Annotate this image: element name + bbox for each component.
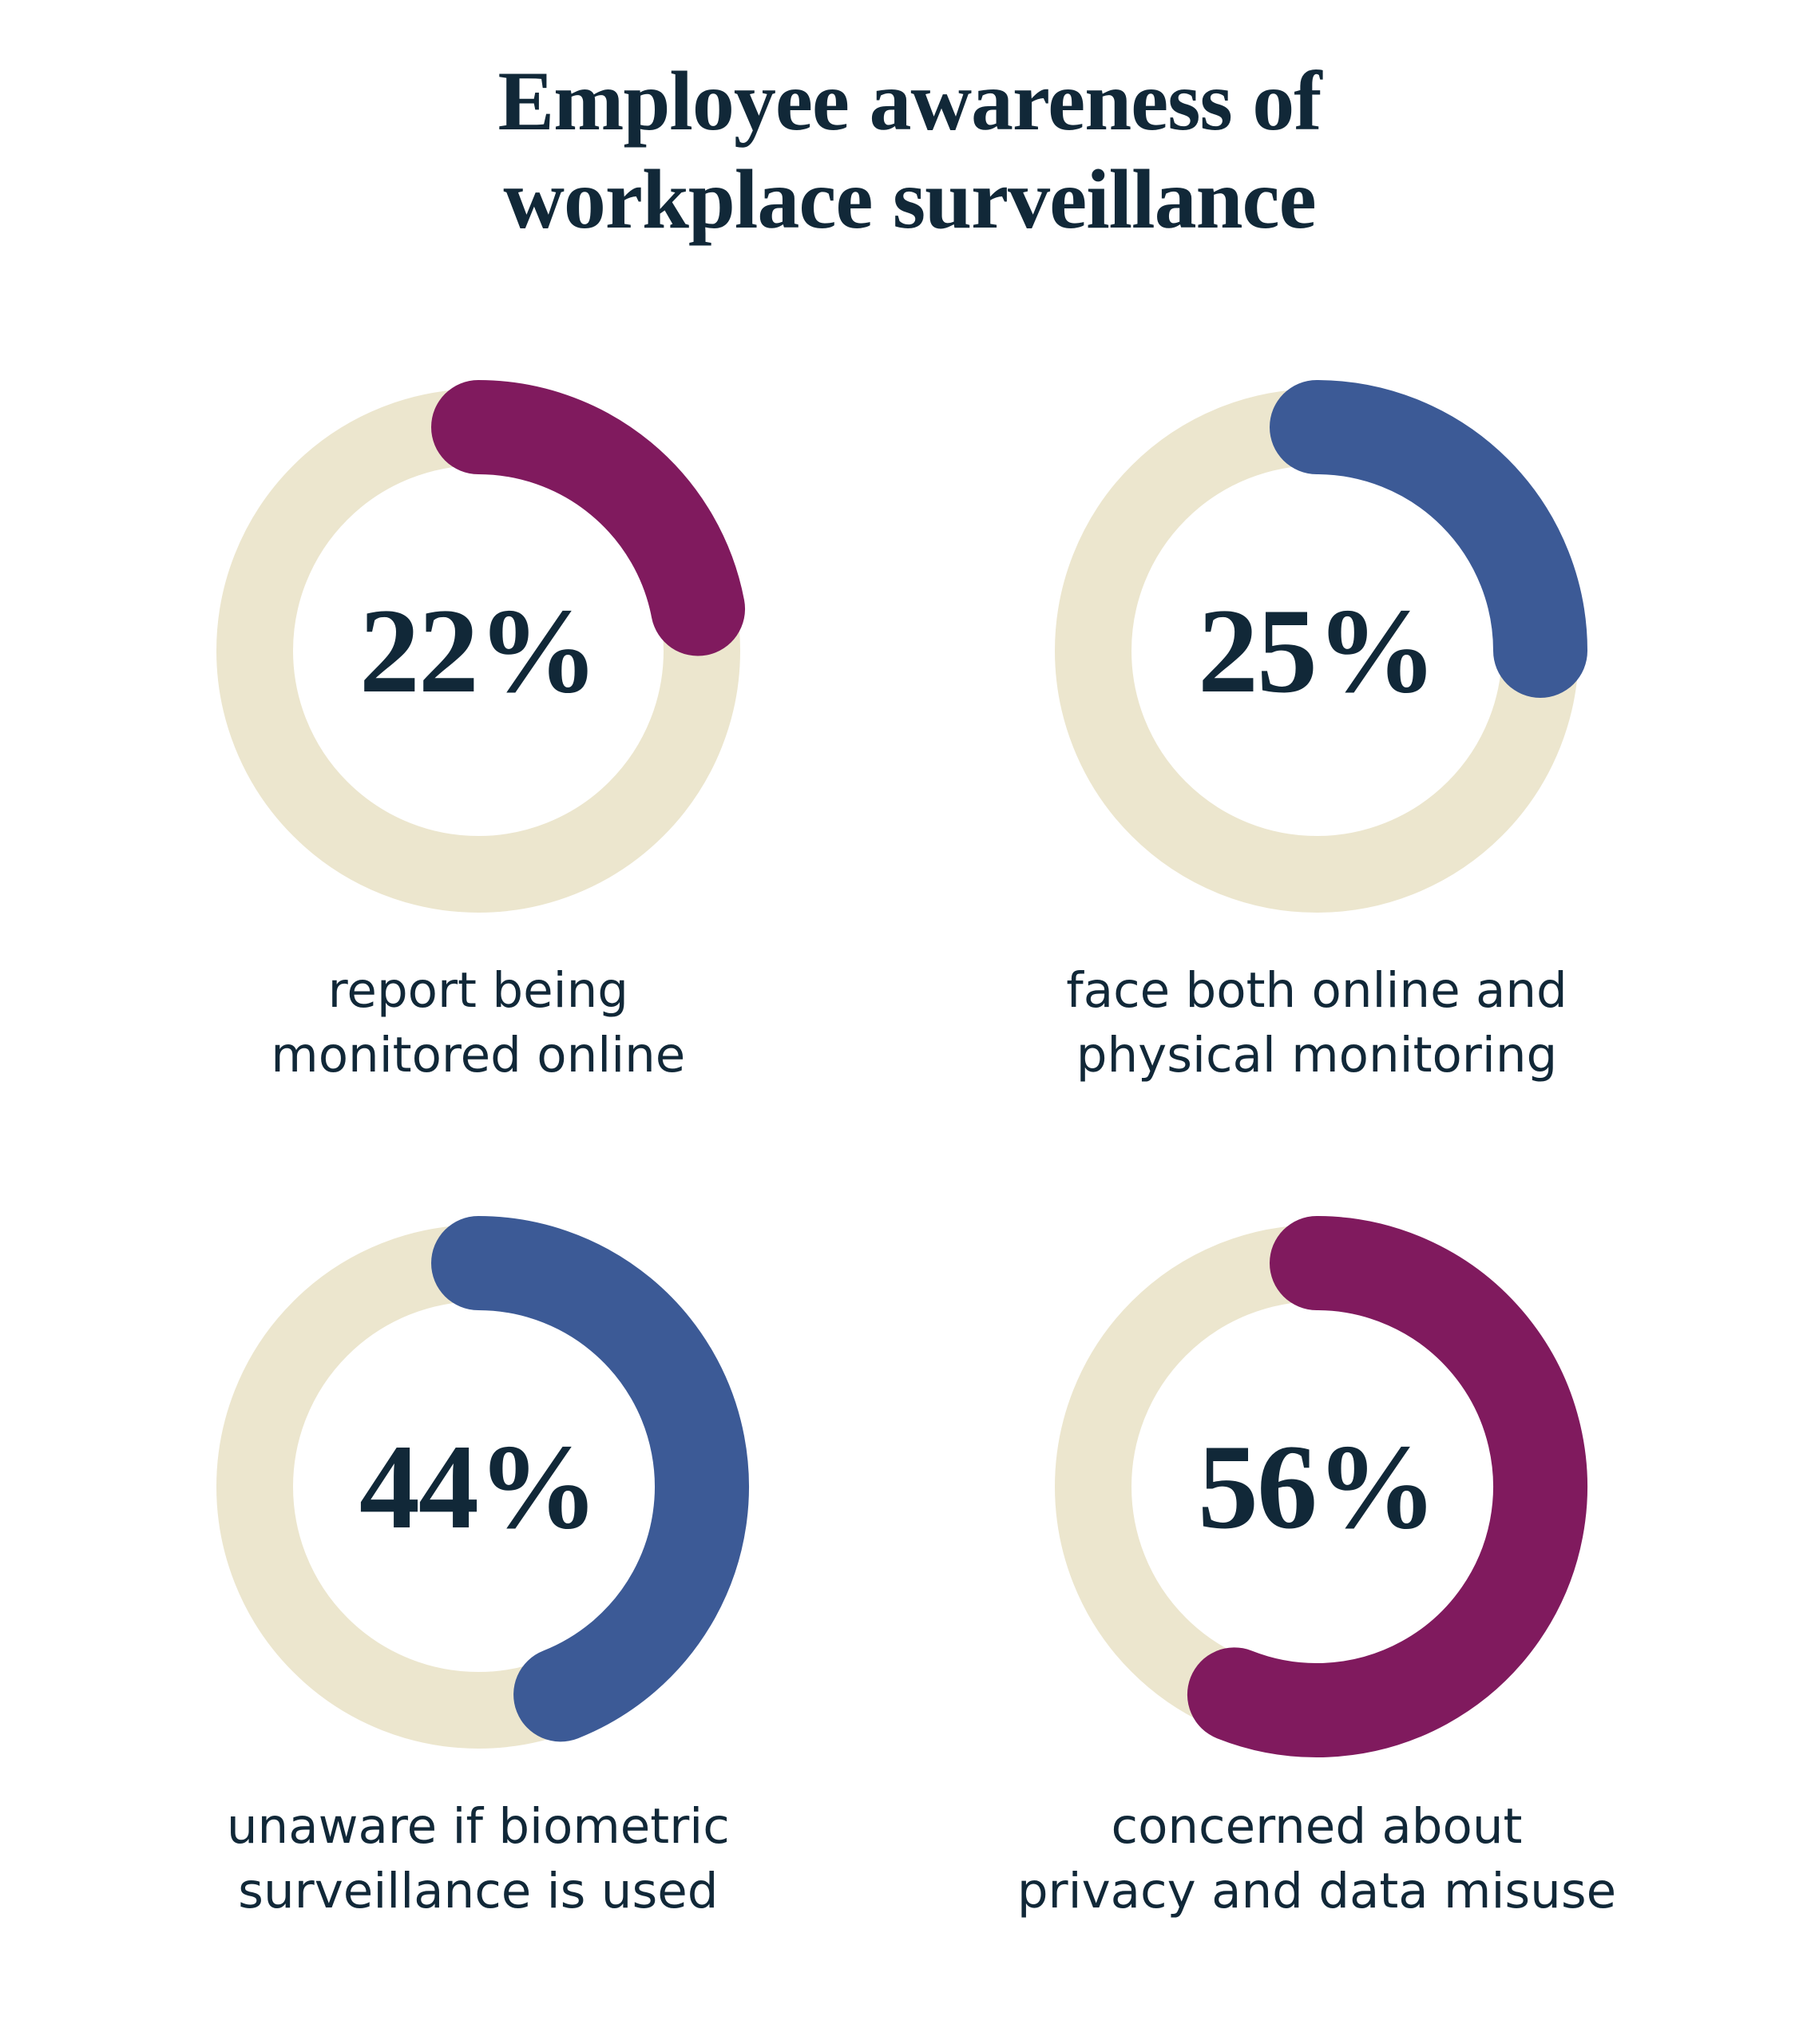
caption-line: surveillance is used bbox=[238, 1863, 719, 1920]
donut-caption-2: face both online and physical monitoring bbox=[1066, 958, 1567, 1087]
donut-grid: 22% report being monitored online 25% fa… bbox=[203, 375, 1616, 1924]
donut-value-arc bbox=[430, 1216, 749, 1742]
caption-line: unaware if biometric bbox=[226, 1798, 730, 1856]
donut-chart-3: 44% bbox=[203, 1211, 754, 1762]
donut-percent-label: 44% bbox=[359, 1420, 599, 1555]
donut-value-arc bbox=[430, 379, 745, 656]
donut-value-arc bbox=[1269, 379, 1587, 698]
donut-chart-4: 56% bbox=[1041, 1211, 1592, 1762]
donut-percent-label: 25% bbox=[1197, 583, 1437, 718]
donut-cell-3: 44% unaware if biometric surveillance is… bbox=[203, 1211, 754, 1923]
page-title: Employee awareness of workplace surveill… bbox=[497, 53, 1322, 249]
page-title-line-1: Employee awareness of bbox=[497, 54, 1322, 148]
caption-line: face both online and bbox=[1066, 961, 1567, 1019]
donut-cell-4: 56% concerned about privacy and data mis… bbox=[1017, 1211, 1616, 1923]
page-title-line-2: workplace surveillance bbox=[503, 152, 1316, 246]
donut-svg-1 bbox=[216, 379, 745, 913]
donut-cell-2: 25% face both online and physical monito… bbox=[1017, 375, 1616, 1087]
caption-line: privacy and data misuse bbox=[1016, 1863, 1617, 1920]
donut-svg-2 bbox=[1054, 379, 1587, 913]
donut-chart-2: 25% bbox=[1041, 375, 1592, 926]
caption-line: physical monitoring bbox=[1076, 1027, 1558, 1084]
donut-svg-4 bbox=[1054, 1216, 1587, 1758]
donut-svg-3 bbox=[216, 1216, 749, 1749]
donut-cell-1: 22% report being monitored online bbox=[203, 375, 754, 1087]
donut-percent-label: 22% bbox=[359, 583, 599, 718]
donut-caption-4: concerned about privacy and data misuse bbox=[1017, 1794, 1616, 1923]
donut-caption-3: unaware if biometric surveillance is use… bbox=[227, 1794, 730, 1923]
donut-value-arc bbox=[1187, 1216, 1587, 1758]
donut-chart-1: 22% bbox=[203, 375, 754, 926]
donut-caption-1: report being monitored online bbox=[271, 958, 685, 1087]
donut-percent-label: 56% bbox=[1197, 1420, 1437, 1555]
caption-line: report being bbox=[327, 961, 628, 1019]
caption-line: concerned about bbox=[1111, 1798, 1523, 1856]
caption-line: monitored online bbox=[271, 1027, 686, 1084]
